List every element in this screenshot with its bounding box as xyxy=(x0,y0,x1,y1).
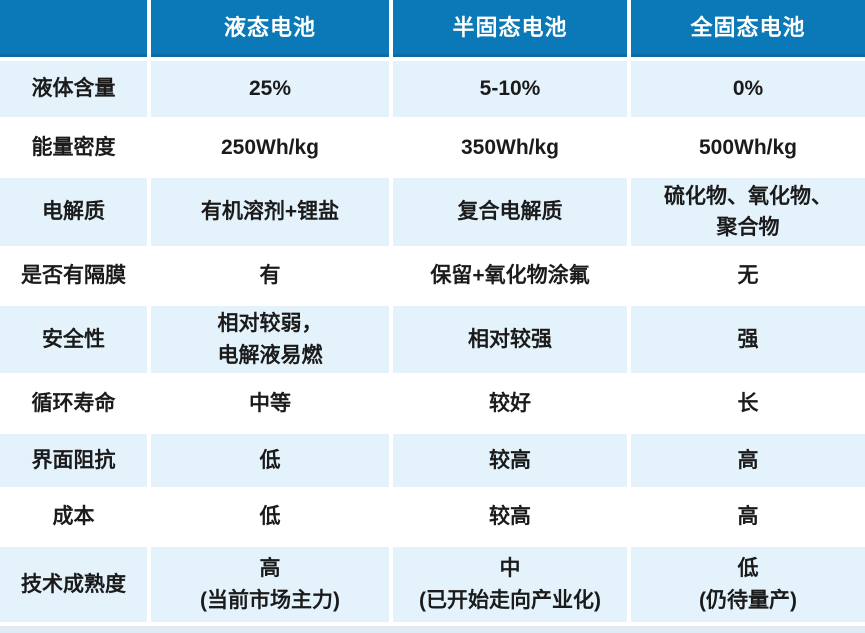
table-cell: 保留+氧化物涂氟 xyxy=(393,250,627,302)
table-cell: 低 xyxy=(151,491,389,543)
table-cell: 强 xyxy=(631,306,865,373)
table-cell: 低 xyxy=(151,434,389,487)
table-cell: 硫化物、氧化物、 聚合物 xyxy=(631,178,865,246)
row-label-separator: 是否有隔膜 xyxy=(0,250,147,302)
row-label-energy-density: 能量密度 xyxy=(0,121,147,174)
table-cell: 无 xyxy=(631,250,865,302)
row-label-electrolyte: 电解质 xyxy=(0,178,147,246)
table-cell: 较好 xyxy=(393,377,627,430)
table-cell: 低 (仍待量产) xyxy=(631,547,865,622)
table-cell: 500Wh/kg xyxy=(631,121,865,174)
table-cell: 有机溶剂+锂盐 xyxy=(151,178,389,246)
header-cell-liquid-battery: 液态电池 xyxy=(151,0,389,57)
table-cell: 中 (已开始走向产业化) xyxy=(393,547,627,622)
header-cell-all-solid-battery: 全固态电池 xyxy=(631,0,865,57)
table-cell: 有 xyxy=(151,250,389,302)
table-cell: 中等 xyxy=(151,377,389,430)
table-cell: 0% xyxy=(631,61,865,117)
table-cell: 高 xyxy=(631,491,865,543)
table-cell: 复合电解质 xyxy=(393,178,627,246)
row-label-technology-maturity: 技术成熟度 xyxy=(0,547,147,622)
row-label-safety: 安全性 xyxy=(0,306,147,373)
table-cell: 长 xyxy=(631,377,865,430)
table-cell: 相对较弱， 电解液易燃 xyxy=(151,306,389,373)
bottom-strip xyxy=(0,626,865,633)
row-label-interface-impedance: 界面阻抗 xyxy=(0,434,147,487)
row-label-liquid-content: 液体含量 xyxy=(0,61,147,117)
row-label-cost: 成本 xyxy=(0,491,147,543)
header-corner-cell xyxy=(0,0,147,57)
table-cell: 25% xyxy=(151,61,389,117)
table-cell: 相对较强 xyxy=(393,306,627,373)
table-cell: 350Wh/kg xyxy=(393,121,627,174)
table-cell: 高 xyxy=(631,434,865,487)
table-cell: 较高 xyxy=(393,491,627,543)
table-cell: 250Wh/kg xyxy=(151,121,389,174)
table-cell: 较高 xyxy=(393,434,627,487)
header-cell-semi-solid-battery: 半固态电池 xyxy=(393,0,627,57)
row-label-cycle-life: 循环寿命 xyxy=(0,377,147,430)
table-cell: 5-10% xyxy=(393,61,627,117)
table-cell: 高 (当前市场主力) xyxy=(151,547,389,622)
